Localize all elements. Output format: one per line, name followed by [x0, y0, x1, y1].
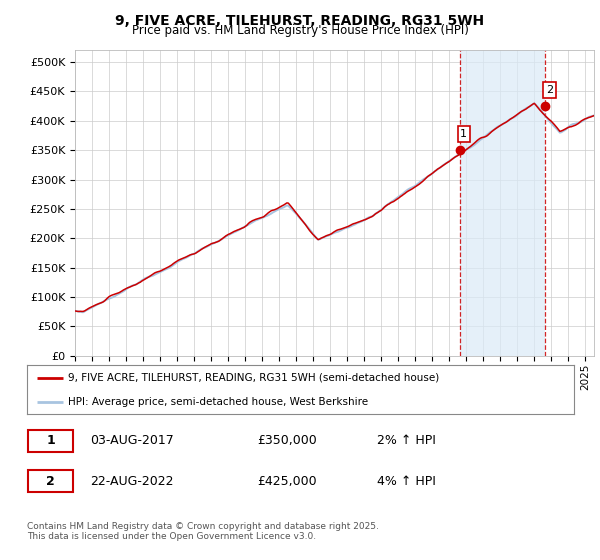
Text: Contains HM Land Registry data © Crown copyright and database right 2025.
This d: Contains HM Land Registry data © Crown c… — [27, 522, 379, 542]
Text: 03-AUG-2017: 03-AUG-2017 — [90, 435, 173, 447]
Text: 9, FIVE ACRE, TILEHURST, READING, RG31 5WH (semi-detached house): 9, FIVE ACRE, TILEHURST, READING, RG31 5… — [68, 373, 439, 383]
Text: £425,000: £425,000 — [257, 475, 316, 488]
Text: 1: 1 — [46, 435, 55, 447]
Text: 2: 2 — [46, 475, 55, 488]
Text: 1: 1 — [460, 129, 467, 139]
FancyBboxPatch shape — [28, 430, 73, 452]
Text: 2% ↑ HPI: 2% ↑ HPI — [377, 435, 436, 447]
Text: Price paid vs. HM Land Registry's House Price Index (HPI): Price paid vs. HM Land Registry's House … — [131, 24, 469, 37]
FancyBboxPatch shape — [28, 470, 73, 492]
Text: 9, FIVE ACRE, TILEHURST, READING, RG31 5WH: 9, FIVE ACRE, TILEHURST, READING, RG31 5… — [115, 14, 485, 28]
Text: 2: 2 — [546, 85, 553, 95]
Text: HPI: Average price, semi-detached house, West Berkshire: HPI: Average price, semi-detached house,… — [68, 396, 368, 407]
Text: £350,000: £350,000 — [257, 435, 317, 447]
Text: 22-AUG-2022: 22-AUG-2022 — [90, 475, 173, 488]
Text: 4% ↑ HPI: 4% ↑ HPI — [377, 475, 436, 488]
Bar — [460, 50, 545, 356]
